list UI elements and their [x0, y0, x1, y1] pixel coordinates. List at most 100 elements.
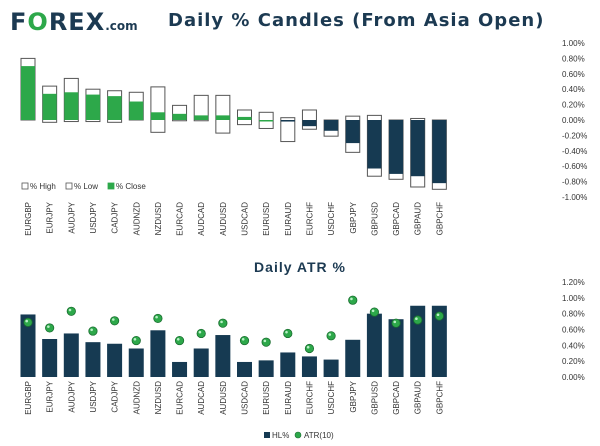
- atr-x-tick: EURUSD: [262, 381, 271, 415]
- logo-o: O: [27, 8, 49, 36]
- candle-legend-label: % High: [30, 182, 56, 191]
- logo-domain: .com: [105, 19, 138, 33]
- candle-close-bar: [107, 96, 122, 120]
- atr-x-tick: GBPUSD: [370, 381, 379, 415]
- atr-x-tick: AUDCAD: [197, 381, 206, 415]
- candle-y-tick: -0.80%: [562, 178, 587, 187]
- atr-hl-bar: [280, 352, 296, 377]
- atr-x-tick: EURAUD: [284, 381, 293, 415]
- candle-close-bar: [85, 94, 100, 120]
- candle-y-tick: 0.20%: [562, 101, 585, 110]
- candle-y-tick: -0.60%: [562, 162, 587, 171]
- atr-marker-highlight: [241, 337, 245, 341]
- atr-y-tick: 0.00%: [562, 373, 585, 382]
- atr-hl-bar: [215, 335, 231, 377]
- atr-hl-bar: [150, 330, 166, 377]
- candle-legend-label: % Low: [74, 182, 98, 191]
- atr-legend-label: HL%: [272, 431, 289, 440]
- atr-hl-bar: [237, 361, 252, 377]
- atr-hl-bar: [172, 361, 188, 377]
- atr-marker-highlight: [263, 339, 267, 343]
- atr-marker: [153, 313, 163, 324]
- candle-close-bar: [367, 120, 382, 169]
- candle-range: [215, 94, 231, 134]
- atr-marker-highlight: [176, 337, 180, 341]
- atr-y-tick: 0.40%: [562, 341, 585, 350]
- candle-x-tick: EURCAD: [176, 202, 185, 236]
- atr-marker-highlight: [415, 317, 418, 321]
- candle-y-tick: 0.40%: [562, 85, 585, 94]
- atr-legend-marker: [294, 431, 302, 439]
- candle-y-tick: 0.80%: [562, 54, 585, 63]
- atr-marker-highlight: [90, 328, 93, 332]
- candle-x-tick: EURGBP: [24, 202, 33, 236]
- atr-x-tick: NZDUSD: [154, 381, 163, 415]
- atr-marker: [304, 343, 315, 354]
- atr-marker-highlight: [436, 313, 440, 317]
- atr-y-tick: 1.20%: [562, 278, 585, 287]
- atr-x-tick: AUDJPY: [67, 380, 76, 412]
- candle-x-tick: USDCAD: [241, 202, 250, 236]
- atr-x-tick: USDCAD: [241, 381, 250, 415]
- candle-close-bar: [389, 120, 404, 174]
- atr-hl-bar: [193, 348, 209, 377]
- atr-marker: [369, 307, 379, 317]
- candle-x-tick: EURJPY: [46, 201, 55, 233]
- atr-marker: [434, 311, 444, 321]
- atr-marker-highlight: [306, 345, 310, 349]
- candle-close-bar: [150, 112, 165, 120]
- atr-marker-highlight: [25, 319, 29, 323]
- atr-hl-bar: [301, 356, 317, 377]
- atr-marker-highlight: [112, 318, 115, 321]
- candle-x-tick: CADJPY: [111, 201, 120, 233]
- candle-close-bar: [172, 113, 187, 120]
- atr-marker: [239, 335, 250, 346]
- atr-hl-bar: [431, 305, 447, 377]
- atr-hl-bar: [20, 314, 36, 377]
- candle-close-bar: [302, 120, 317, 127]
- candle-x-tick: EURCHF: [305, 202, 314, 235]
- candle-close-bar: [432, 120, 447, 184]
- atr-marker: [413, 315, 423, 325]
- atr-marker-highlight: [393, 320, 397, 324]
- candle-x-tick: USDJPY: [89, 201, 98, 233]
- atr-marker: [196, 328, 206, 339]
- atr-x-tick: GBPAUD: [414, 381, 423, 414]
- forex-logo: FOREX.com: [10, 8, 138, 38]
- atr-hl-bar: [85, 342, 101, 377]
- atr-hl-bar: [258, 360, 274, 377]
- atr-marker-highlight: [371, 309, 375, 313]
- candle-close-bar: [410, 120, 425, 177]
- candle-close-bar: [21, 66, 35, 120]
- atr-marker-highlight: [220, 320, 223, 324]
- candle-legend-swatch: [21, 182, 29, 190]
- atr-marker: [391, 318, 401, 328]
- candle-close-bar: [194, 115, 209, 120]
- candle-close-bar: [237, 116, 252, 120]
- candle-x-tick: AUDCAD: [197, 202, 206, 236]
- atr-y-tick: 0.20%: [562, 357, 585, 366]
- candle-y-tick: 1.00%: [562, 39, 585, 48]
- atr-marker-highlight: [47, 325, 50, 328]
- atr-marker: [110, 316, 120, 326]
- atr-y-tick: 0.60%: [562, 326, 585, 335]
- candle-x-tick: EURUSD: [262, 202, 271, 236]
- atr-x-tick: AUDNZD: [132, 381, 141, 415]
- atr-marker: [131, 335, 141, 346]
- atr-marker-highlight: [198, 330, 202, 334]
- atr-x-tick: EURCHF: [305, 381, 314, 414]
- atr-x-tick: GBPCAD: [392, 381, 401, 415]
- candle-range: [193, 94, 209, 122]
- atr-legend-label: ATR(10): [304, 431, 334, 440]
- atr-marker-highlight: [155, 315, 158, 319]
- atr-marker-highlight: [133, 337, 137, 341]
- candle-close-bar: [215, 115, 230, 120]
- candle-x-tick: NZDUSD: [154, 202, 163, 236]
- atr-marker: [326, 331, 336, 341]
- candle-x-tick: USDCHF: [327, 202, 336, 235]
- candle-legend-swatch: [107, 182, 115, 190]
- atr-x-tick: EURCAD: [176, 381, 185, 415]
- atr-marker: [66, 306, 76, 316]
- atr-y-tick: 1.00%: [562, 294, 585, 303]
- candle-y-tick: -0.40%: [562, 147, 587, 156]
